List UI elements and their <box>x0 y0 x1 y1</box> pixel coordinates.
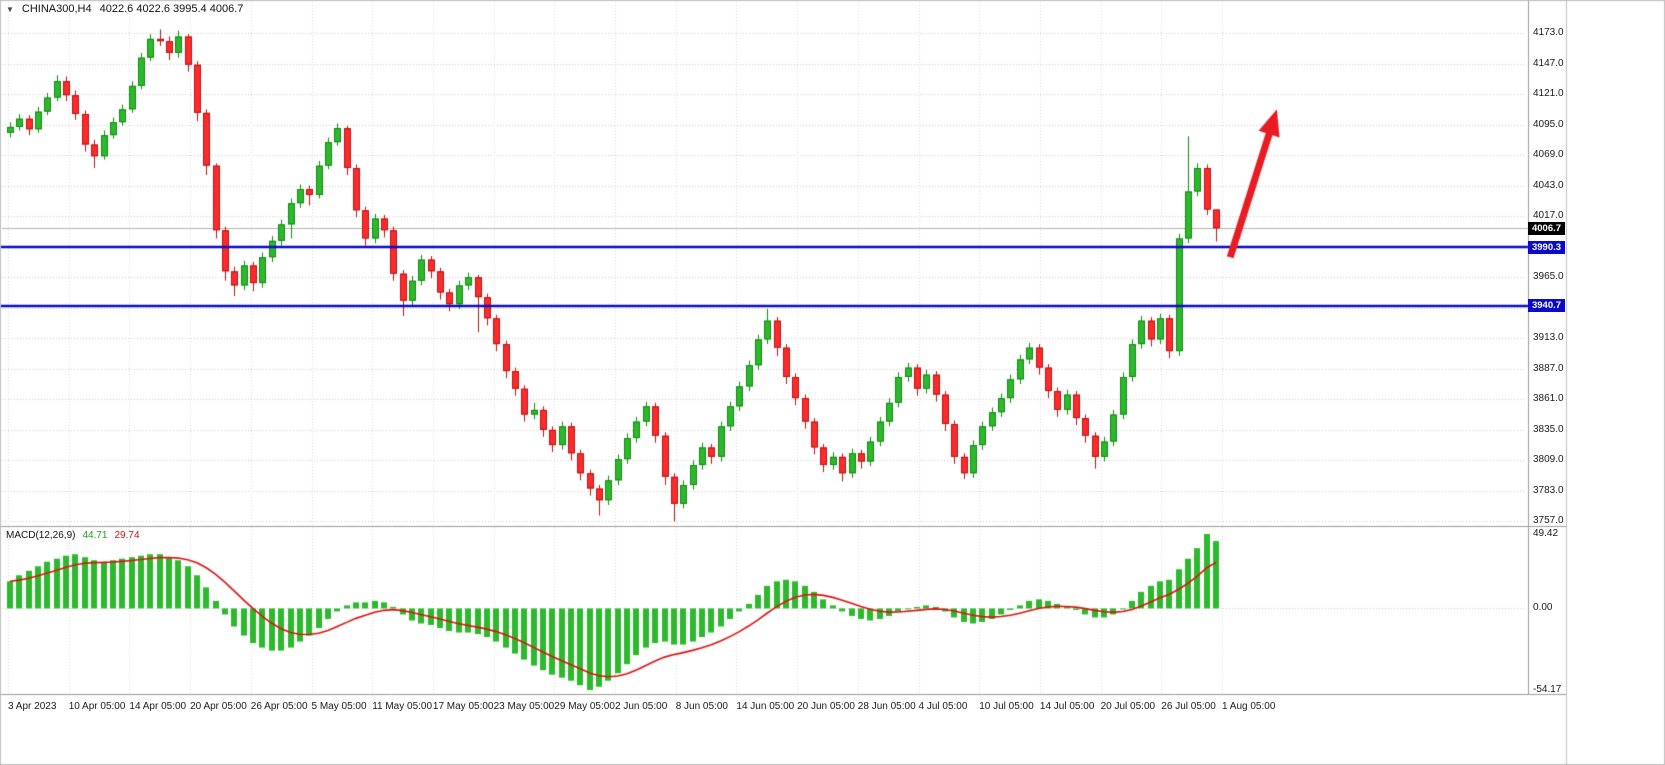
price-axis-label: 3783.0 <box>1533 484 1564 496</box>
time-axis-label: 10 Jul 05:00 <box>979 701 1034 712</box>
price-axis-label: 3965.0 <box>1533 271 1564 283</box>
price-axis-label: 4069.0 <box>1533 149 1564 161</box>
time-axis-label: 28 Jun 05:00 <box>857 701 916 712</box>
time-axis-label: 29 May 05:00 <box>554 701 615 712</box>
time-axis-label: 3 Apr 2023 <box>8 701 57 712</box>
time-axis-label: 17 May 05:00 <box>432 701 494 712</box>
price-axis-label: 3809.0 <box>1533 454 1564 466</box>
support-level-badge: 3940.7 <box>1528 299 1565 313</box>
price-axis-label: 4173.0 <box>1533 27 1564 38</box>
price-axis-label: 3757.0 <box>1533 515 1564 527</box>
macd-signal-value: 29.74 <box>114 530 140 541</box>
macd-main-value: 44.71 <box>82 530 108 541</box>
time-axis-label: 26 Apr 05:00 <box>250 701 308 712</box>
time-axis-label: 8 Jun 05:00 <box>675 701 728 712</box>
ohlc-values: 4022.6 4022.6 3995.4 4006.7 <box>99 3 244 15</box>
macd-scale-label: 0.00 <box>1533 602 1553 614</box>
time-axis-label: 26 Jul 05:00 <box>1161 701 1216 712</box>
time-axis-label: 23 May 05:00 <box>493 701 555 712</box>
time-axis-label: 11 May 05:00 <box>372 701 433 712</box>
macd-indicator-label: MACD(12,26,9) 44.71 29.74 <box>6 530 140 541</box>
macd-title: MACD(12,26,9) <box>6 530 76 541</box>
time-axis-label: 2 Jun 05:00 <box>615 701 668 712</box>
macd-scale-label: -54.17 <box>1533 684 1562 695</box>
time-axis-label: 5 May 05:00 <box>311 701 367 712</box>
current-price-badge: 4006.7 <box>1528 221 1565 235</box>
time-axis-label: 20 Jun 05:00 <box>797 701 855 712</box>
symbol-timeframe-label: CHINA300,H4 <box>21 3 92 15</box>
symbol-overlay: ▼ CHINA300,H4 4022.6 4022.6 3995.4 4006.… <box>6 3 243 15</box>
time-axis-label: 14 Apr 05:00 <box>129 701 187 712</box>
time-axis-label: 1 Aug 05:00 <box>1222 701 1276 712</box>
price-axis-label: 3861.0 <box>1533 393 1564 405</box>
price-axis-label: 3835.0 <box>1533 423 1564 435</box>
price-axis-label: 4043.0 <box>1533 179 1564 191</box>
price-axis-label: 4095.0 <box>1533 118 1564 130</box>
price-axis-label: 3913.0 <box>1533 332 1564 344</box>
price-axis-label: 4147.0 <box>1533 57 1564 69</box>
macd-scale-label: 49.42 <box>1533 528 1559 539</box>
time-axis-label: 10 Apr 05:00 <box>68 701 126 712</box>
time-axis-label: 4 Jul 05:00 <box>918 701 968 712</box>
price-axis-label: 4121.0 <box>1533 88 1564 100</box>
time-axis-label: 20 Apr 05:00 <box>190 701 247 712</box>
price-axis-label: 3887.0 <box>1533 362 1564 374</box>
resistance-level-badge: 3990.3 <box>1528 240 1565 254</box>
symbol-dropdown-icon[interactable]: ▼ <box>6 5 14 14</box>
time-axis-label: 14 Jun 05:00 <box>736 701 795 712</box>
time-axis-label: 20 Jul 05:00 <box>1100 701 1156 712</box>
time-axis-label: 14 Jul 05:00 <box>1039 701 1095 712</box>
price-axis-label: 4017.0 <box>1533 210 1564 222</box>
